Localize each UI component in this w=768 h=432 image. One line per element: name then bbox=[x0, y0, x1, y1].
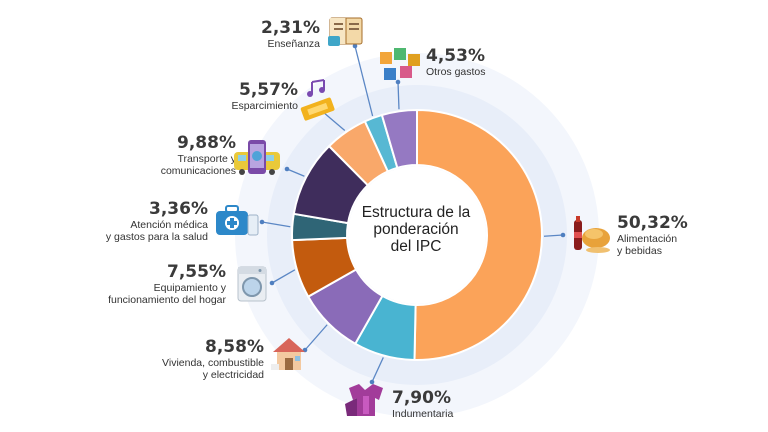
slice-alimentacion bbox=[413, 108, 543, 361]
connector-dot-otros bbox=[395, 79, 401, 85]
label-vivienda: 8,58% Vivienda, combustible y electricid… bbox=[140, 337, 264, 381]
connector-ensenanza bbox=[354, 45, 374, 117]
caption-esparcimiento-line1: Esparcimiento bbox=[231, 100, 298, 112]
caption-vivienda-line1: Vivienda, combustible bbox=[162, 357, 264, 369]
connector-equipamiento bbox=[271, 269, 296, 284]
caption-alimentacion-line2: y bebidas bbox=[617, 245, 662, 257]
food-icon bbox=[574, 216, 610, 253]
pct-vivienda: 8,58% bbox=[205, 337, 264, 357]
pct-esparcimiento: 5,57% bbox=[239, 80, 298, 100]
label-indumentaria: 7,90% Indumentaria bbox=[392, 388, 453, 420]
connector-vivienda bbox=[304, 324, 328, 351]
caption-transporte-line1: Transporte y bbox=[177, 153, 236, 165]
connector-indumentaria bbox=[371, 357, 384, 383]
ticket-music-icon bbox=[300, 79, 335, 121]
caption-otros-line1: Otros gastos bbox=[426, 66, 486, 78]
book-icon bbox=[328, 17, 363, 46]
pct-transporte: 9,88% bbox=[177, 133, 236, 153]
pct-ensenanza: 2,31% bbox=[261, 18, 320, 38]
pct-otros: 4,53% bbox=[426, 46, 485, 66]
connector-esparcimiento bbox=[322, 111, 346, 132]
donut-hole bbox=[348, 166, 486, 304]
house-icon bbox=[271, 338, 305, 370]
puzzle-icon bbox=[380, 48, 420, 80]
connector-atencion bbox=[261, 221, 291, 228]
caption-ensenanza-line1: Enseñanza bbox=[267, 38, 320, 50]
caption-alimentacion-line1: Alimentación bbox=[617, 233, 678, 245]
clothing-icon bbox=[345, 384, 383, 416]
caption-indumentaria-line1: Indumentaria bbox=[392, 408, 454, 420]
caption-atencion-line2: y gastos para la salud bbox=[105, 231, 208, 243]
connector-dot-alimentacion bbox=[560, 232, 566, 238]
chart-center-title: Estructura de la ponderación del IPC bbox=[361, 204, 471, 255]
pct-atencion: 3,36% bbox=[149, 199, 208, 219]
bus-phone-icon bbox=[234, 140, 280, 175]
pct-indumentaria: 7,90% bbox=[392, 388, 451, 408]
label-equipamiento: 7,55% Equipamiento y funcionamiento del … bbox=[96, 262, 226, 306]
caption-equipamiento-line2: funcionamiento del hogar bbox=[108, 294, 226, 306]
label-alimentacion: 50,32% Alimentación y bebidas bbox=[617, 213, 688, 257]
caption-transporte-line2: comunicaciones bbox=[160, 165, 236, 177]
label-otros: 4,53% Otros gastos bbox=[426, 46, 486, 78]
connector-alimentacion bbox=[543, 234, 564, 237]
caption-atencion-line1: Atención médica bbox=[130, 219, 208, 231]
connector-dot-transporte bbox=[284, 166, 290, 172]
connector-dot-ensenanza bbox=[352, 43, 358, 49]
label-ensenanza: 2,31% Enseñanza bbox=[246, 18, 320, 50]
slice-otros bbox=[380, 108, 418, 170]
medical-kit-icon bbox=[216, 205, 259, 236]
caption-vivienda-line2: y electricidad bbox=[202, 369, 264, 381]
connector-otros bbox=[397, 81, 400, 110]
label-transporte: 9,88% Transporte y comunicaciones bbox=[120, 133, 236, 177]
connector-transporte bbox=[286, 168, 305, 177]
connector-dot-indumentaria bbox=[369, 379, 375, 385]
pct-equipamiento: 7,55% bbox=[167, 262, 226, 282]
connector-dot-atencion bbox=[259, 219, 265, 225]
pct-alimentacion: 50,32% bbox=[617, 213, 688, 233]
label-esparcimiento: 5,57% Esparcimiento bbox=[206, 80, 298, 112]
washing-machine-icon bbox=[237, 266, 267, 302]
connector-dot-equipamiento bbox=[269, 280, 275, 286]
caption-equipamiento-line1: Equipamiento y bbox=[153, 282, 226, 294]
label-atencion: 3,36% Atención médica y gastos para la s… bbox=[88, 199, 208, 243]
